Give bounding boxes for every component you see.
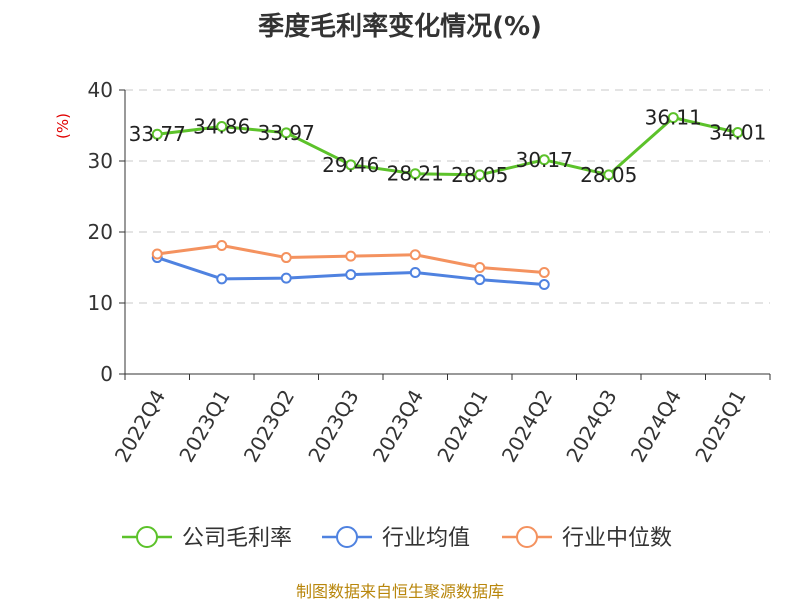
x-tick-label: 2024Q1	[432, 386, 492, 467]
y-tick-label: 10	[88, 291, 113, 315]
data-point	[409, 266, 421, 278]
y-tick-label: 40	[88, 78, 113, 102]
data-point	[667, 112, 679, 124]
legend-marker	[516, 526, 538, 548]
data-point	[474, 262, 486, 273]
grid-lines	[125, 89, 770, 304]
data-point	[345, 269, 357, 281]
data-point	[151, 128, 163, 140]
data-point	[216, 239, 228, 251]
data-labels: 33.77 34.86 33.97 29.46 28.21 28.05 30.17 28.05…	[129, 106, 767, 187]
data-point	[345, 250, 357, 262]
data-point	[280, 272, 292, 284]
data-label: 34.86	[193, 114, 250, 138]
x-tick-label: 2022Q4	[110, 386, 170, 467]
data-point	[538, 154, 550, 166]
legend-marker	[336, 526, 358, 548]
data-point	[409, 168, 421, 180]
data-label: 33.77	[129, 122, 186, 146]
x-tick-label: 2025Q1	[690, 386, 750, 467]
data-point	[474, 169, 486, 181]
data-label: 34.01	[709, 121, 766, 145]
chart-title: 季度毛利率变化情况(%)	[258, 12, 542, 42]
x-tick-label: 2024Q2	[497, 386, 557, 467]
legend-marker	[136, 526, 158, 548]
series-lines	[151, 112, 744, 291]
y-tick-labels: 0 10 20 30 40	[88, 78, 113, 386]
data-point	[409, 249, 421, 261]
data-point	[345, 159, 357, 171]
data-label: 28.21	[387, 162, 444, 186]
data-point	[538, 266, 550, 278]
data-label: 28.05	[580, 163, 637, 187]
x-tick-label: 2023Q2	[239, 386, 299, 467]
data-point	[280, 127, 292, 139]
y-tick-label: 0	[100, 362, 113, 386]
x-tick-label: 2023Q4	[368, 386, 428, 467]
y-tick-label: 20	[88, 220, 113, 244]
y-axis-label: (%)	[54, 113, 72, 139]
data-point	[151, 248, 163, 260]
axes	[119, 89, 771, 380]
data-label: 33.97	[258, 121, 315, 145]
data-label: 28.05	[451, 163, 508, 187]
x-tick-label: 2023Q3	[303, 386, 363, 467]
data-label: 30.17	[516, 148, 573, 172]
data-point	[216, 120, 228, 132]
data-point	[603, 169, 615, 181]
legend: 公司毛利率 行业均值 行业中位数	[122, 526, 672, 551]
source-note: 制图数据来自恒生聚源数据库	[295, 582, 504, 601]
x-tick-label: 2024Q4	[626, 386, 686, 467]
x-tick-label: 2024Q3	[561, 386, 621, 467]
data-point	[732, 127, 744, 139]
x-tick-label: 2023Q1	[174, 386, 234, 467]
legend-label: 公司毛利率	[182, 526, 292, 551]
data-point	[216, 273, 228, 285]
data-label: 36.11	[645, 106, 702, 130]
data-point	[474, 274, 486, 286]
data-point	[538, 279, 550, 291]
y-tick-label: 30	[88, 149, 113, 173]
x-tick-labels: 2022Q4 2023Q1 2023Q2 2023Q3 2023Q4 2024Q1 2024…	[110, 386, 751, 467]
series-line-0	[157, 116, 739, 177]
legend-label: 行业均值	[382, 526, 470, 551]
data-point	[280, 252, 292, 264]
data-label: 29.46	[322, 153, 379, 177]
legend-label: 行业中位数	[562, 526, 672, 551]
